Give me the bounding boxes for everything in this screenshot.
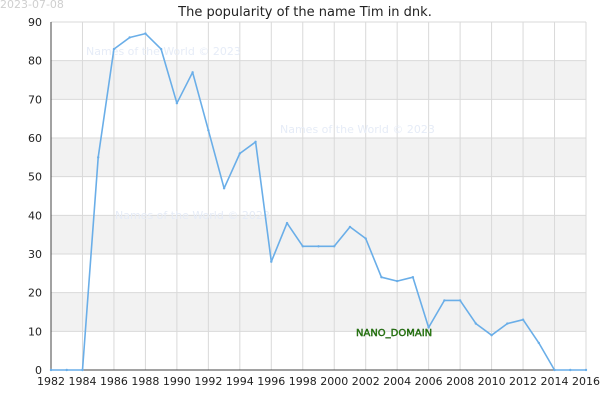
- watermarks: Names of the World © 2023 Names of the Wo…: [86, 45, 435, 222]
- data-point: [348, 225, 352, 229]
- data-point: [584, 368, 588, 372]
- data-point: [144, 32, 147, 35]
- data-point: [112, 47, 116, 51]
- data-point: [569, 368, 572, 372]
- data-point: [427, 326, 430, 329]
- x-tick-label: 1992: [194, 375, 222, 388]
- data-point: [553, 368, 556, 372]
- data-point: [207, 129, 210, 132]
- x-tick-label: 2002: [352, 375, 380, 388]
- band: [51, 215, 586, 254]
- data-point: [175, 102, 179, 105]
- data-point: [506, 322, 509, 325]
- watermark: Names of the World © 2023: [280, 123, 435, 136]
- x-tick-label: 1984: [68, 375, 96, 388]
- y-tick-label: 90: [28, 16, 42, 29]
- axes: [50, 22, 586, 371]
- y-tick-label: 50: [28, 171, 42, 184]
- y-tick-label: 0: [35, 364, 42, 377]
- x-tick-label: 1998: [289, 375, 317, 388]
- x-tick-label: 1986: [100, 375, 128, 388]
- x-tick-label: 1996: [257, 375, 285, 388]
- data-point: [474, 322, 478, 325]
- x-tick-label: 2006: [415, 375, 443, 388]
- x-tick-label: 2010: [478, 375, 506, 388]
- data-point: [191, 71, 194, 74]
- y-tick-label: 80: [28, 55, 42, 68]
- x-tick-label: 1982: [37, 375, 65, 388]
- band: [51, 60, 586, 100]
- data-point: [65, 368, 68, 372]
- date-stamp: 2023-07-08: [0, 0, 64, 11]
- data-point: [285, 221, 289, 225]
- data-point: [270, 260, 273, 263]
- data-point: [49, 368, 53, 372]
- x-tick-label: 2014: [541, 375, 569, 388]
- data-point: [521, 318, 525, 321]
- band: [51, 292, 586, 332]
- data-point: [238, 152, 242, 155]
- series: [49, 32, 588, 372]
- nano-domain-badge: NANO_DOMAIN: [356, 328, 432, 339]
- data-point: [81, 368, 84, 372]
- data-point: [443, 299, 446, 302]
- y-tick-label: 10: [28, 325, 42, 338]
- x-tick-label: 2012: [509, 375, 537, 388]
- y-tick-label: 30: [28, 248, 42, 261]
- data-point: [333, 245, 336, 248]
- data-point: [301, 245, 304, 248]
- data-point: [222, 187, 226, 190]
- x-tick-label: 1988: [131, 375, 159, 388]
- data-point: [537, 341, 540, 345]
- background-bands: [51, 60, 586, 332]
- x-tick-label: 1990: [163, 375, 191, 388]
- watermark: Names of the World © 2023: [86, 45, 241, 58]
- x-tick-label: 2004: [383, 375, 411, 388]
- data-point: [97, 156, 100, 159]
- data-point: [458, 299, 462, 302]
- x-tick-label: 2000: [320, 375, 348, 388]
- data-point: [364, 237, 367, 240]
- y-tick-label: 70: [28, 93, 42, 106]
- x-tick-label: 2008: [446, 375, 474, 388]
- x-tick-label: 2016: [572, 375, 600, 388]
- y-tick-label: 20: [28, 287, 42, 300]
- band: [51, 138, 586, 177]
- data-point: [411, 276, 415, 279]
- y-tick-label: 60: [28, 132, 42, 145]
- data-point: [159, 47, 163, 51]
- chart-title: The popularity of the name Tim in dnk.: [177, 5, 432, 20]
- watermark: Names of the World © 2023: [115, 209, 270, 222]
- data-point: [380, 276, 383, 279]
- data-point: [490, 334, 493, 337]
- data-point: [128, 36, 131, 39]
- data-point: [395, 279, 399, 283]
- y-tick-label: 40: [28, 209, 42, 222]
- data-point: [317, 245, 320, 248]
- x-tick-label: 1994: [226, 375, 254, 388]
- data-point: [254, 140, 257, 144]
